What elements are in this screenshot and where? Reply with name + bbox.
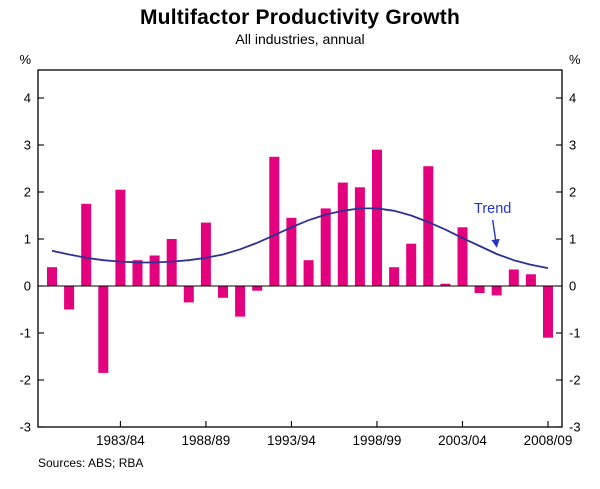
bar-1991/92 <box>252 285 263 291</box>
y-axis-label-left: 0 <box>24 278 31 293</box>
bar-1980/81 <box>64 285 75 310</box>
bar-2006/07 <box>508 269 519 286</box>
chart-area: -3 -3 -2 -2 -1 -1 0 0 1 1 2 2 3 3 4 4%% 1983/84 1988/89 19… <box>0 48 600 454</box>
y-axis-label-left: 3 <box>24 137 31 152</box>
bar-1995/96 <box>320 207 331 286</box>
percent-label-left: % <box>19 52 31 67</box>
bar-1997/98 <box>354 186 365 286</box>
chart-subtitle: All industries, annual <box>235 31 365 48</box>
bar-1993/94 <box>286 217 297 286</box>
y-axis-label-right: -1 <box>569 325 581 340</box>
bar-1987/88 <box>183 285 194 302</box>
x-axis-label: 2008/09 <box>524 433 573 448</box>
plot-border <box>37 68 563 428</box>
trend-line <box>51 207 549 269</box>
bar-2007/08 <box>525 273 536 286</box>
productivity-chart: -3 -3 -2 -2 -1 -1 0 0 1 1 2 2 3 3 4 4% % 1983/84 1988/89 19… <box>19 52 581 448</box>
x-axis-label: 1983/84 <box>96 433 145 448</box>
bar-1989/90 <box>218 285 228 298</box>
x-axis-label: 2003/04 <box>438 433 487 448</box>
bar-2002/03 <box>440 283 451 286</box>
sources-note: Sources: ABS; RBA <box>38 455 144 470</box>
y-axis-label-right: 3 <box>569 137 576 152</box>
y-axis-label-right: -3 <box>569 419 581 434</box>
bar-2008/09 <box>543 285 553 338</box>
y-axis-label-left: -2 <box>19 372 31 387</box>
x-axis-label: 1993/94 <box>267 433 316 448</box>
bar-1990/91 <box>235 285 246 317</box>
trend-arrow <box>491 219 500 248</box>
x-axis-label: 1998/99 <box>353 433 402 448</box>
y-axis-label-right: -2 <box>569 372 581 387</box>
bar-1992/93 <box>269 156 280 286</box>
bar-1996/97 <box>337 182 348 286</box>
bar-1985/86 <box>149 255 160 286</box>
chart-title: Multifactor Productivity Growth <box>139 6 461 29</box>
y-axis-label-left: 2 <box>24 184 31 199</box>
bar-1979/80 <box>47 266 57 286</box>
y-axis-label-right: 1 <box>569 231 576 246</box>
y-axis-label-right: 0 <box>569 278 576 293</box>
bar-1998/99 <box>372 149 382 286</box>
bar-1981/82 <box>81 203 92 286</box>
y-axis-label-left: 1 <box>24 231 31 246</box>
bar-1983/84 <box>115 189 126 286</box>
bar-1984/85 <box>132 259 143 286</box>
percent-label-right: % <box>569 52 581 67</box>
bar-1994/95 <box>303 259 314 286</box>
bar-2004/05 <box>474 285 485 293</box>
bar-2001/02 <box>423 165 434 286</box>
bar-1982/83 <box>98 285 109 373</box>
y-axis-label-left: -3 <box>19 419 31 434</box>
y-axis-label-left: 4 <box>24 90 31 105</box>
bar-1999/00 <box>389 266 400 286</box>
bar-1988/89 <box>200 222 211 286</box>
y-axis-label-right: 4 <box>569 90 576 105</box>
bar-2000/01 <box>406 243 417 286</box>
trend-annotation-label: Trend <box>474 201 511 217</box>
bar-2003/04 <box>457 226 468 286</box>
bar-2005/06 <box>491 285 502 295</box>
x-axis-label: 1988/89 <box>182 433 231 448</box>
y-axis-label-left: -1 <box>19 325 31 340</box>
y-axis-label-right: 2 <box>569 184 576 199</box>
